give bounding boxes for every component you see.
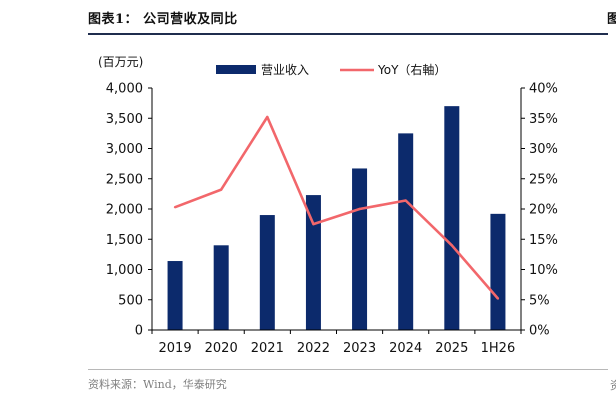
yoy-point (358, 207, 361, 211)
revenue-bar (259, 215, 275, 330)
left-axis-tick-label: 3,500 (106, 112, 143, 127)
chart-legend: 营业收入 YoY（右軸） (216, 62, 446, 77)
right-axis-tick-label: 10% (529, 263, 558, 278)
left-axis-tick-label: 500 (118, 293, 143, 308)
revenue-bar (305, 195, 321, 330)
revenue-bar (213, 245, 229, 330)
right-axis-tick-label: 35% (529, 112, 558, 127)
yoy-point (312, 222, 315, 226)
figure-header: 图表1： 公司营收及同比 (88, 8, 616, 35)
x-axis-tick-label: 2021 (251, 341, 284, 356)
left-axis-tick-label: 3,000 (106, 142, 143, 157)
legend-bar-label: 营业收入 (261, 63, 309, 77)
right-axis: 0% 5% 10% 15% 20% 25% 30% 35% 40% (520, 82, 558, 339)
figure-title: 图表1： 公司营收及同比 (88, 12, 238, 27)
yoy-point (173, 205, 177, 209)
left-axis-tick-label: 1,000 (106, 263, 143, 278)
x-axis-tick-label: 1H26 (481, 341, 516, 356)
left-axis-tick-label: 1,500 (106, 233, 143, 248)
title-divider (88, 33, 608, 35)
left-axis-tick-label: 2,000 (106, 203, 143, 218)
left-axis-tick-label: 0 (135, 324, 143, 339)
left-axis-tick-label: 4,000 (106, 82, 143, 97)
yoy-point (496, 297, 500, 300)
left-axis-tick-label: 2,500 (106, 172, 143, 187)
source-divider (88, 369, 608, 370)
left-axis-unit-label: (百万元) (98, 55, 143, 69)
right-axis-tick-label: 0% (529, 324, 550, 339)
yoy-point (450, 244, 454, 247)
revenue-bar (167, 261, 183, 330)
left-axis: 0 500 1,000 1,500 2,000 2,500 3,000 3,500 4,000 (106, 82, 153, 339)
x-axis-tick-label: 2024 (389, 341, 422, 356)
revenue-bar (352, 168, 368, 330)
revenue-bar (444, 106, 460, 331)
x-axis-tick-label: 2022 (297, 341, 330, 356)
x-axis-tick-label: 2019 (159, 341, 192, 356)
x-axis-tick-label: 2020 (205, 341, 238, 356)
yoy-point (219, 188, 223, 191)
yoy-line-series (173, 115, 500, 300)
right-axis-tick-label: 5% (529, 293, 550, 308)
yoy-line (174, 115, 499, 300)
legend-line-label: YoY（右軸） (377, 62, 446, 77)
yoy-point (266, 115, 269, 119)
revenue-bar (398, 133, 414, 330)
revenue-bars (167, 106, 506, 331)
x-axis: 2019 2020 2021 2022 2023 2024 2025 1H26 (151, 329, 522, 356)
yoy-point (404, 199, 407, 202)
source-note: 资料来源：Wind，华泰研究 (88, 378, 227, 391)
revenue-bar (490, 213, 506, 330)
legend-bar-swatch (216, 65, 256, 74)
right-axis-tick-label: 40% (529, 82, 558, 97)
x-axis-tick-label: 2023 (343, 341, 376, 356)
x-axis-tick-label: 2025 (435, 341, 468, 356)
right-axis-tick-label: 20% (529, 203, 558, 218)
adjacent-source-fragment: 资 (610, 379, 616, 391)
adjacent-figure-title-fragment: 图 (607, 12, 616, 24)
right-axis-tick-label: 30% (529, 142, 558, 157)
right-axis-tick-label: 25% (529, 172, 558, 187)
right-axis-tick-label: 15% (529, 233, 558, 248)
